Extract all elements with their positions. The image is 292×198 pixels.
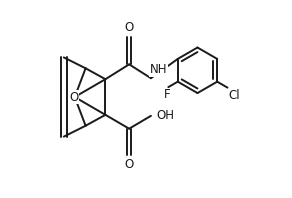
Text: NH: NH: [150, 63, 167, 76]
Text: O: O: [125, 21, 134, 34]
Text: Cl: Cl: [228, 89, 240, 102]
Text: O: O: [69, 90, 78, 104]
Text: OH: OH: [156, 109, 174, 122]
Text: O: O: [125, 158, 134, 171]
Text: F: F: [164, 88, 171, 101]
